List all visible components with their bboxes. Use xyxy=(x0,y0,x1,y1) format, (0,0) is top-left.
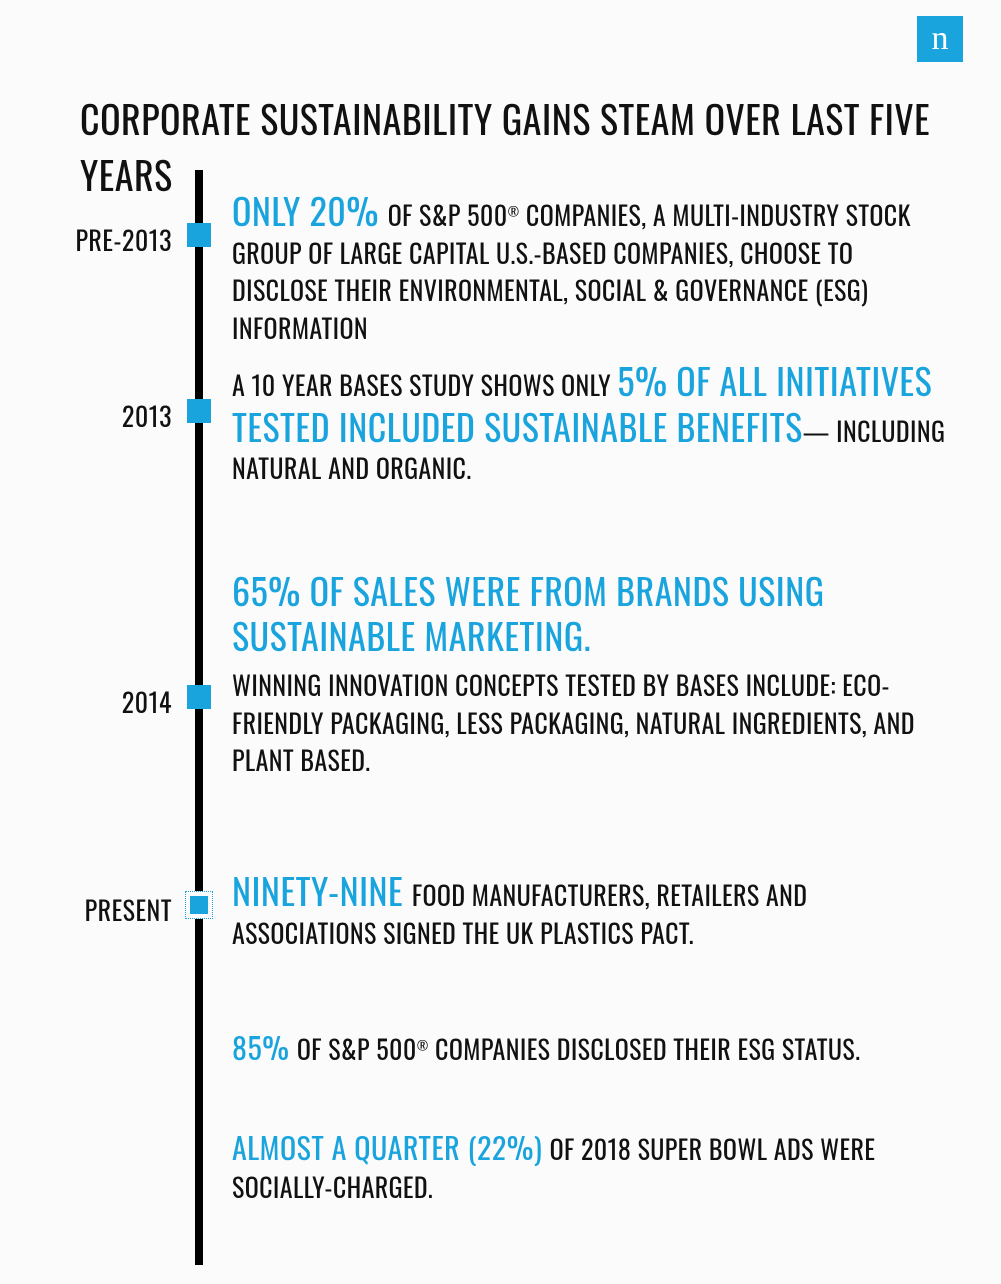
highlight-text: ONLY 20% xyxy=(232,184,388,237)
timeline-entry-present-3: ALMOST A QUARTER (22%) OF 2018 SUPER BOW… xyxy=(232,1128,952,1205)
brand-logo-glyph: n xyxy=(932,20,949,58)
timeline-marker-present-1 xyxy=(185,891,213,919)
timeline-entry-y2014: 65% OF SALES WERE FROM BRANDS USING SUST… xyxy=(232,568,952,779)
body-text: OF S&P 500 xyxy=(388,195,508,234)
timeline-year-y2014: 2014 xyxy=(62,682,172,721)
body-text: COMPANIES DISCLOSED THEIR ESG STATUS. xyxy=(429,1029,861,1068)
timeline-marker-y2013 xyxy=(187,399,211,423)
brand-logo: n xyxy=(917,16,963,62)
registered-mark: ® xyxy=(508,200,520,220)
highlight-text: NINETY-NINE xyxy=(232,864,412,917)
timeline-axis xyxy=(195,170,203,1265)
body-text: A 10 YEAR BASES STUDY SHOWS ONLY xyxy=(232,365,617,404)
timeline-year-y2013: 2013 xyxy=(62,396,172,435)
page-title: CORPORATE SUSTAINABILITY GAINS STEAM OVE… xyxy=(80,90,1001,202)
body-text: OF S&P 500 xyxy=(297,1029,417,1068)
timeline-entry-present-2: 85% OF S&P 500® COMPANIES DISCLOSED THEI… xyxy=(232,1028,952,1068)
registered-mark: ® xyxy=(417,1034,429,1054)
timeline-entry-present-1: NINETY-NINE FOOD MANUFACTURERS, RETAILER… xyxy=(232,868,952,951)
timeline-entry-pre2013: ONLY 20% OF S&P 500® COMPANIES, A MULTI-… xyxy=(232,188,952,347)
timeline-marker-y2014 xyxy=(187,685,211,709)
highlight-text: 85% xyxy=(232,1024,297,1069)
timeline-entry-y2013: A 10 YEAR BASES STUDY SHOWS ONLY 5% OF A… xyxy=(232,358,952,487)
timeline-marker-pre2013 xyxy=(187,223,211,247)
timeline-year-present-1: PRESENT xyxy=(62,890,172,929)
timeline-year-pre2013: PRE-2013 xyxy=(62,220,172,259)
highlight-text: ALMOST A QUARTER (22%) xyxy=(232,1124,550,1169)
highlight-text: 65% OF SALES WERE FROM BRANDS USING SUST… xyxy=(232,568,952,658)
body-text: WINNING INNOVATION CONCEPTS TESTED BY BA… xyxy=(232,665,915,779)
